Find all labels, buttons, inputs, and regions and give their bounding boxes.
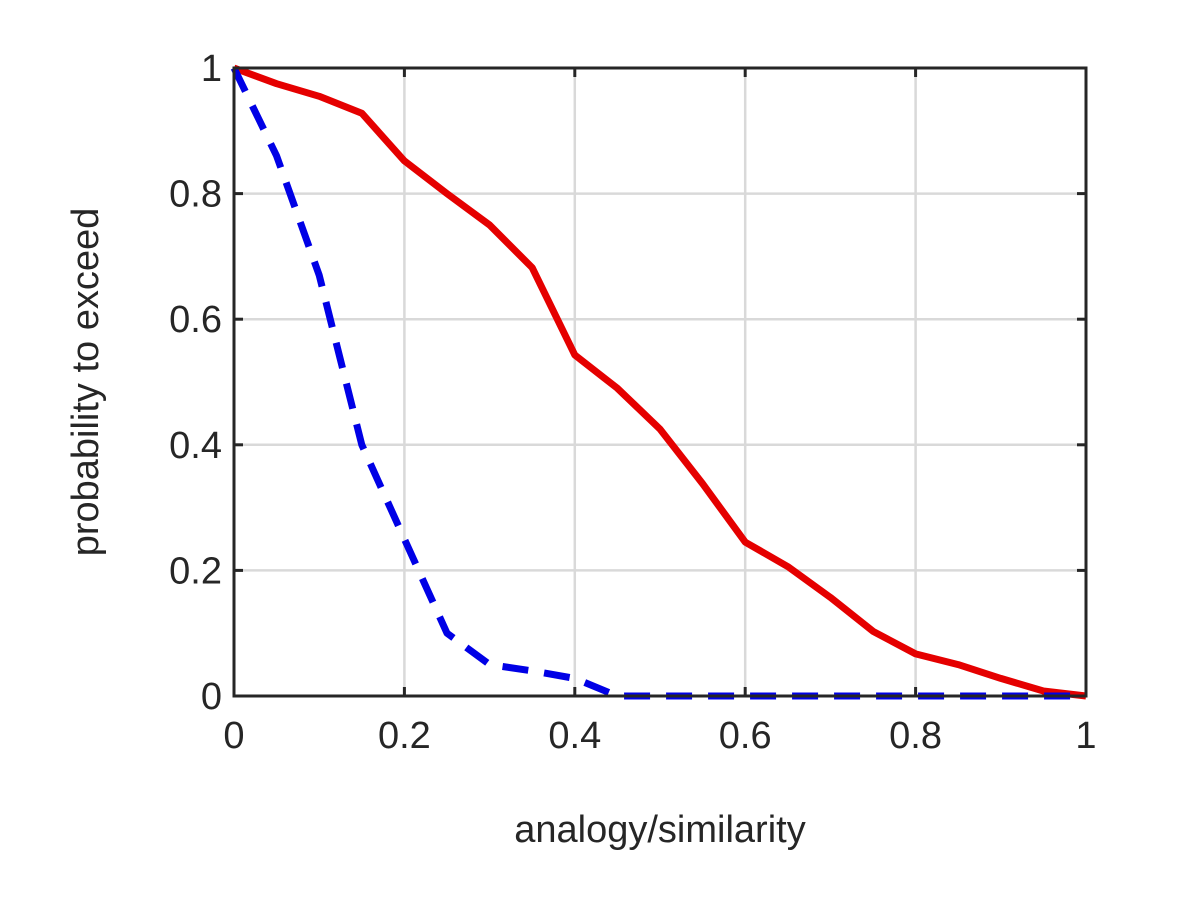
plot-background [234,68,1086,696]
x-axis-label: analogy/similarity [514,809,805,851]
y-tick-label: 0.2 [169,550,222,592]
plot-frame [232,66,1088,698]
grid-lines [234,68,1086,696]
y-tick-label: 0.8 [169,174,222,216]
x-tick-label: 0.2 [378,715,431,757]
y-tick-label: 0 [201,676,222,718]
y-tick-label: 0.6 [169,299,222,341]
y-tick-label: 1 [201,48,222,90]
y-axis-label: probability to exceed [65,208,107,557]
x-tick-labels: 0 0.2 0.4 0.6 0.8 1 [223,715,1096,757]
y-tick-label: 0.4 [169,425,222,467]
axis-ticks [232,66,1088,698]
x-tick-label: 0.6 [719,715,772,757]
series-line-solid-red [232,64,1087,700]
x-tick-label: 0 [223,715,244,757]
x-tick-label: 0.8 [889,715,942,757]
x-tick-label: 1 [1075,715,1096,757]
x-tick-label: 0.4 [548,715,601,757]
y-tick-labels: 0 0.2 0.4 0.6 0.8 1 [169,48,222,718]
